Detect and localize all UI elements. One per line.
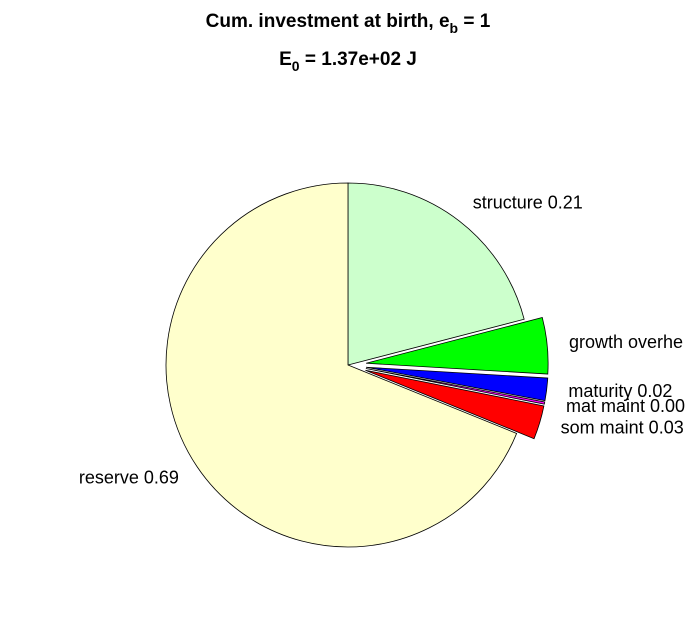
pie-slice	[165, 182, 518, 548]
pie-slice	[365, 368, 546, 405]
title-text: Cum. investment at birth, e	[206, 11, 450, 32]
slice-label: reserve 0.69	[79, 468, 179, 488]
pie-slice	[347, 182, 525, 366]
slice-label: mat maint 0.00	[566, 396, 685, 416]
pie-slice	[365, 366, 549, 402]
title-text: = 1.37e+02 J	[300, 49, 417, 70]
slice-label: som maint 0.03	[561, 418, 684, 438]
title-subscript: 0	[292, 58, 300, 74]
title-subscript: b	[450, 20, 459, 36]
title-text: E	[279, 49, 292, 70]
pie-slice	[365, 369, 545, 440]
slice-label: maturity 0.02	[568, 381, 672, 401]
chart-title: Cum. investment at birth, eb = 1	[206, 11, 491, 36]
slice-label: structure 0.21	[473, 193, 583, 213]
pie-slice	[366, 317, 549, 375]
slice-label: growth overhe	[569, 332, 683, 352]
chart-title: E0 = 1.37e+02 J	[279, 49, 417, 74]
title-text: = 1	[458, 11, 491, 32]
